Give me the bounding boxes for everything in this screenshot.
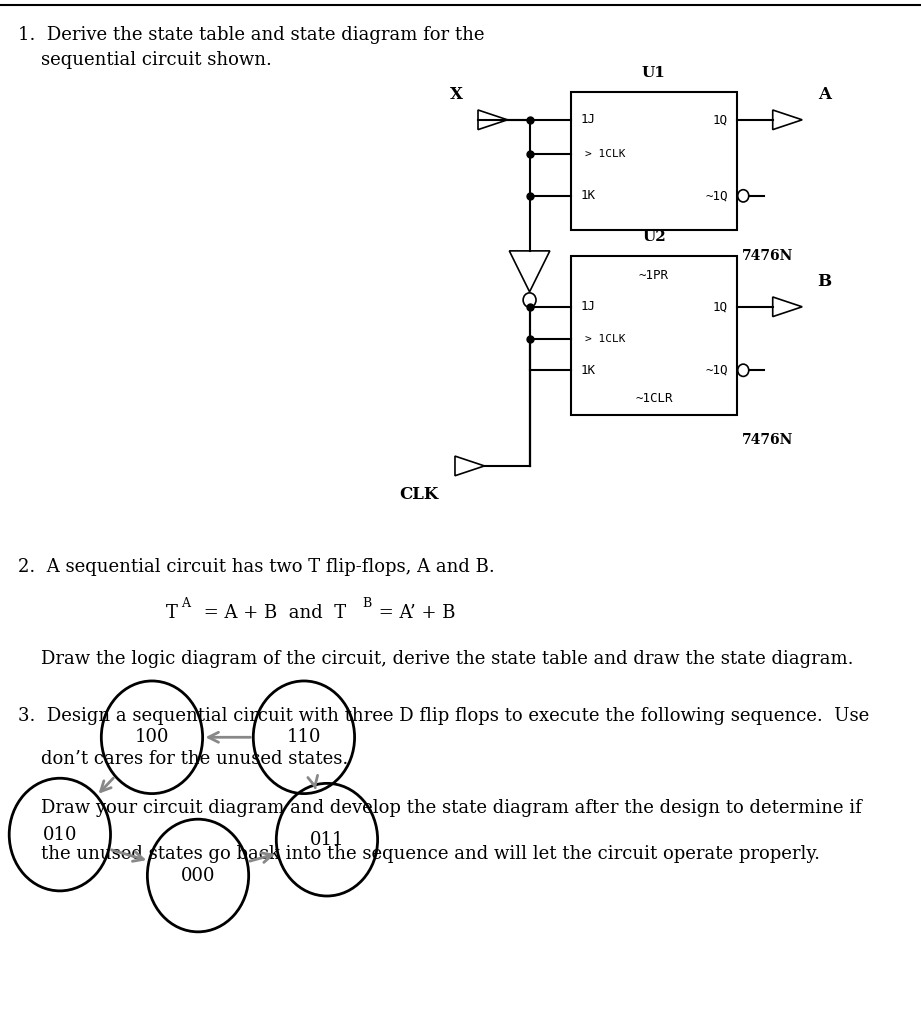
Text: T: T [166,604,178,623]
Text: 010: 010 [42,825,77,844]
Text: 011: 011 [309,830,344,849]
Text: A: A [818,86,831,102]
Text: 1.  Derive the state table and state diagram for the: 1. Derive the state table and state diag… [18,26,485,44]
Text: 100: 100 [134,728,169,746]
Text: B: B [362,597,371,610]
Text: 1K: 1K [580,189,595,203]
Text: don’t cares for the unused states.: don’t cares for the unused states. [18,750,349,768]
Text: 110: 110 [286,728,321,746]
Text: 3.  Design a sequential circuit with three D flip flops to execute the following: 3. Design a sequential circuit with thre… [18,707,869,725]
Text: 1J: 1J [580,300,595,313]
Text: = A + B  and  T: = A + B and T [198,604,346,623]
Text: 1Q: 1Q [713,300,728,313]
Text: > 1CLK: > 1CLK [585,150,625,160]
Text: ~1Q: ~1Q [705,364,728,377]
Text: A: A [181,597,191,610]
Text: > 1CLK: > 1CLK [585,334,625,343]
Text: ~1CLR: ~1CLR [635,392,672,406]
Text: Draw the logic diagram of the circuit, derive the state table and draw the state: Draw the logic diagram of the circuit, d… [18,650,854,669]
Text: Draw your circuit diagram and develop the state diagram after the design to dete: Draw your circuit diagram and develop th… [18,799,862,817]
Text: CLK: CLK [400,486,438,504]
Text: 7476N: 7476N [741,249,793,263]
Bar [571,92,737,230]
Text: 7476N: 7476N [741,433,793,447]
Text: the unused states go back into the sequence and will let the circuit operate pro: the unused states go back into the seque… [18,845,821,863]
Text: B: B [817,272,832,290]
Text: ~1Q: ~1Q [705,189,728,203]
Text: 2.  A sequential circuit has two T flip-flops, A and B.: 2. A sequential circuit has two T flip-f… [18,558,495,577]
Text: U1: U1 [642,66,666,80]
Bar [571,256,737,415]
Text: = A’ + B: = A’ + B [373,604,456,623]
Text: sequential circuit shown.: sequential circuit shown. [18,51,273,70]
Text: U2: U2 [642,229,666,244]
Text: 000: 000 [181,866,216,885]
Text: ~1PR: ~1PR [639,268,669,282]
Text: X: X [449,86,462,102]
Text: 1K: 1K [580,364,595,377]
Text: 1Q: 1Q [713,114,728,126]
Text: 1J: 1J [580,114,595,126]
